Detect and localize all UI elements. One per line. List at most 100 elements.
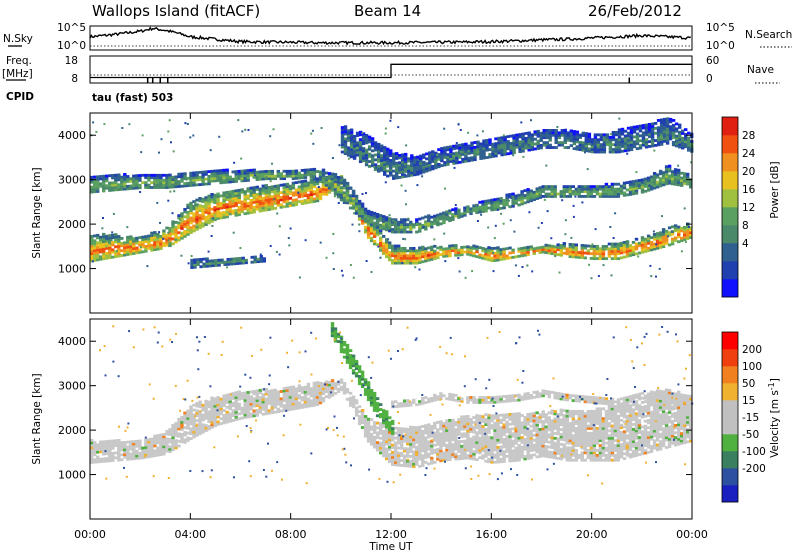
heat-cell bbox=[240, 177, 244, 180]
heat-cell bbox=[273, 177, 278, 181]
heat-cell bbox=[650, 129, 655, 133]
heat-cell bbox=[352, 137, 357, 141]
heat-cell bbox=[183, 232, 187, 236]
heat-cell bbox=[436, 256, 440, 260]
heat-cell bbox=[623, 142, 628, 145]
heat-cell bbox=[415, 445, 419, 449]
heat-cell bbox=[370, 156, 375, 160]
heat-cell bbox=[590, 147, 595, 151]
heat-cell bbox=[439, 434, 443, 438]
heat-cell bbox=[246, 398, 250, 402]
heat-cell bbox=[250, 255, 254, 259]
heat-cell bbox=[318, 177, 323, 181]
heat-cell bbox=[370, 149, 375, 153]
heat-cell bbox=[511, 255, 515, 259]
heat-cell bbox=[240, 172, 244, 175]
heat-cell bbox=[135, 442, 139, 446]
heat-cell bbox=[554, 131, 558, 135]
heat-cell bbox=[646, 249, 651, 253]
heat-cell bbox=[246, 393, 250, 397]
heat-cell bbox=[102, 232, 106, 236]
heat-cell bbox=[144, 245, 148, 248]
heat-cell bbox=[255, 409, 260, 412]
heat-cell bbox=[180, 179, 184, 183]
heat-cell bbox=[397, 439, 401, 443]
heat-cell bbox=[189, 405, 193, 409]
heat-cell bbox=[177, 226, 181, 230]
heat-cell bbox=[159, 183, 163, 187]
heat-cell bbox=[116, 250, 118, 252]
heat-cell bbox=[177, 180, 181, 184]
heat-cell bbox=[481, 449, 485, 453]
heat-cell bbox=[547, 249, 551, 253]
heat-cell bbox=[339, 381, 344, 384]
heat-cell bbox=[192, 181, 196, 185]
heat-cell bbox=[490, 201, 494, 205]
heat-cell bbox=[222, 191, 226, 195]
heat-cell bbox=[541, 245, 545, 249]
heat-cell bbox=[375, 228, 380, 232]
heat-cell bbox=[475, 421, 479, 425]
heat-cell bbox=[416, 172, 420, 176]
heat-cell bbox=[135, 444, 139, 448]
heat-cell bbox=[138, 442, 142, 445]
heat-cell bbox=[330, 182, 335, 186]
heat-cell bbox=[561, 199, 564, 202]
heat-cell bbox=[195, 183, 199, 187]
heat-cell bbox=[204, 402, 208, 406]
heat-cell bbox=[415, 453, 419, 456]
heat-cell bbox=[174, 178, 178, 181]
heat-cell bbox=[454, 204, 457, 206]
heat-cell bbox=[120, 458, 124, 462]
heat-cell bbox=[192, 430, 196, 434]
heat-cell bbox=[93, 443, 97, 447]
heat-cell bbox=[114, 240, 118, 244]
heat-cell bbox=[490, 443, 494, 447]
heat-cell bbox=[150, 437, 154, 441]
heat-cell bbox=[294, 181, 299, 185]
heat-cell bbox=[330, 379, 335, 383]
heat-cell bbox=[153, 182, 156, 184]
heat-cell bbox=[602, 140, 607, 144]
heat-cell bbox=[219, 178, 223, 182]
heat-cell bbox=[419, 166, 423, 170]
heat-cell bbox=[312, 403, 317, 407]
heat-cell bbox=[614, 143, 617, 146]
heat-cell bbox=[649, 182, 654, 186]
heat-cell bbox=[352, 135, 357, 138]
heat-cell bbox=[90, 237, 94, 241]
heat-cell bbox=[637, 255, 640, 258]
heat-cell bbox=[117, 439, 121, 442]
heat-cell bbox=[577, 195, 582, 198]
heat-cell bbox=[285, 192, 290, 196]
heat-cell bbox=[409, 228, 413, 231]
heat-cell bbox=[249, 415, 253, 418]
heat-cell bbox=[652, 174, 657, 178]
heat-cell bbox=[219, 181, 223, 185]
heat-cell bbox=[469, 246, 473, 250]
heat-cell bbox=[571, 255, 576, 259]
heat-cell bbox=[267, 169, 272, 173]
heat-cell bbox=[213, 397, 217, 401]
heat-cell bbox=[235, 257, 239, 261]
heat-cell bbox=[464, 147, 468, 151]
heat-cell bbox=[304, 239, 307, 242]
heat-cell bbox=[351, 194, 356, 198]
heat-cell bbox=[129, 250, 133, 253]
heat-cell bbox=[120, 183, 124, 186]
heat-cell bbox=[114, 233, 118, 237]
heat-cell bbox=[394, 261, 398, 265]
heat-cell bbox=[595, 192, 600, 196]
heat-cell bbox=[349, 152, 354, 156]
heat-cell bbox=[466, 437, 470, 440]
heat-cell bbox=[454, 253, 458, 257]
heat-cell bbox=[174, 429, 178, 433]
heat-cell bbox=[382, 242, 386, 246]
heat-cell bbox=[520, 195, 524, 198]
heat-cell bbox=[500, 136, 504, 140]
heat-cell bbox=[469, 253, 473, 257]
heat-cell bbox=[341, 274, 344, 277]
heat-cell bbox=[445, 419, 449, 423]
heat-cell bbox=[400, 223, 404, 227]
heat-cell bbox=[545, 143, 549, 147]
